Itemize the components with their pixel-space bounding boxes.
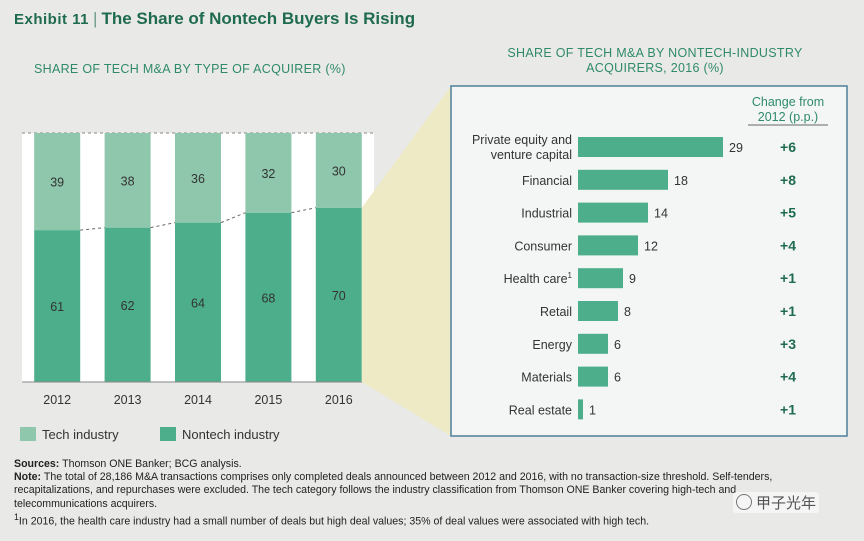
x-tick-2016: 2016 [325, 393, 353, 407]
change-energy: +3 [780, 336, 796, 352]
category-retail: Retail [540, 305, 572, 319]
value-retail: 8 [624, 305, 631, 319]
category-private-equity-and-venture-capital-line1: Private equity and [472, 133, 572, 147]
hbar-materials [578, 366, 608, 387]
value-industrial: 14 [654, 207, 668, 221]
change-private-equity-and-venture-capital: +6 [780, 139, 796, 155]
category-financial: Financial [522, 174, 572, 188]
label-nontech-2013: 62 [121, 299, 135, 313]
change-header-line2: 2012 (p.p.) [758, 110, 818, 124]
label-tech-2016: 30 [332, 164, 346, 178]
change-retail: +1 [780, 303, 796, 319]
title-separator: | [93, 9, 98, 28]
category-real-estate: Real estate [509, 403, 572, 417]
hbar-financial [578, 169, 668, 190]
stacked-bar-chart: 39 61 2012 38 62 2013 36 64 2014 32 68 2015 30 70 2016 [22, 132, 374, 407]
legend-label-nontech: Nontech industry [182, 427, 280, 442]
hbar-industrial [578, 202, 648, 223]
callout-wedge [361, 86, 451, 436]
bar-nontech-2015 [245, 212, 292, 382]
category-materials: Materials [521, 371, 572, 385]
right-chart-title: SHARE OF TECH M&A BY NONTECH-INDUSTRY AC… [507, 46, 803, 75]
sources-line: Sources: Thomson ONE Banker; BCG analysi… [14, 458, 784, 471]
bar-tech-2014 [175, 133, 221, 223]
x-tick-2013: 2013 [114, 393, 142, 407]
category-consumer: Consumer [514, 239, 572, 253]
label-nontech-2014: 64 [191, 296, 205, 310]
footnote-text: In 2016, the health care industry had a … [18, 515, 650, 528]
x-tick-2014: 2014 [184, 393, 212, 407]
value-private-equity-and-venture-capital: 29 [729, 141, 743, 155]
change-header-line1: Change from [752, 95, 824, 109]
value-energy: 6 [614, 338, 621, 352]
value-financial: 18 [674, 174, 688, 188]
bar-nontech-2014 [175, 222, 221, 382]
change-real-estate: +1 [780, 401, 796, 417]
hbar-retail [578, 301, 618, 321]
notes-block: Sources: Thomson ONE Banker; BCG analysi… [14, 458, 784, 529]
label-tech-2013: 38 [121, 174, 135, 188]
note-line: Note: The total of 28,186 M&A transactio… [14, 471, 784, 511]
watermark: 甲子光年 [733, 492, 820, 513]
label-nontech-2015: 68 [261, 291, 275, 305]
sources-text: Thomson ONE Banker; BCG analysis. [62, 458, 242, 470]
label-nontech-2012: 61 [50, 300, 64, 314]
x-tick-2015: 2015 [254, 393, 282, 407]
change-financial: +8 [780, 172, 796, 188]
legend-swatch-tech [20, 427, 36, 441]
bar-tech-2012 [34, 133, 81, 231]
category-health-care: Health care1 [504, 271, 573, 286]
legend-swatch-nontech [160, 427, 176, 441]
category-industrial: Industrial [521, 207, 572, 221]
bar-nontech-2016 [315, 207, 362, 382]
bar-tech-2015 [245, 133, 292, 213]
footnote-marker: 1 [568, 271, 573, 280]
bar-nontech-2013 [104, 227, 151, 382]
legend-label-tech: Tech industry [42, 427, 119, 442]
nontech-share-trend-line [80, 207, 316, 231]
value-health-care: 9 [629, 272, 636, 286]
change-consumer: +4 [780, 237, 796, 253]
value-real-estate: 1 [589, 403, 596, 417]
note-label: Note: [14, 471, 42, 484]
change-industrial: +5 [780, 205, 796, 221]
category-energy: Energy [532, 338, 572, 352]
bar-tech-2013 [104, 133, 151, 228]
bar-tech-2016 [315, 133, 362, 208]
hbar-health-care [578, 268, 623, 289]
title-text: The Share of Nontech Buyers Is Rising [101, 9, 416, 28]
label-nontech-2016: 70 [332, 289, 346, 303]
hbar-real-estate [578, 399, 583, 420]
change-materials: +4 [780, 369, 796, 385]
value-materials: 6 [614, 371, 621, 385]
footnote-line: 1In 2016, the health care industry had a… [14, 511, 784, 529]
label-tech-2014: 36 [191, 172, 205, 186]
category-private-equity-and-venture-capital-line2: venture capital [491, 148, 572, 162]
label-tech-2012: 39 [50, 176, 64, 190]
legend-nontech: Nontech industry [160, 427, 280, 442]
note-text: The total of 28,186 M&A transactions com… [14, 471, 773, 510]
exhibit-number: Exhibit 11 [14, 11, 90, 28]
wechat-icon [736, 494, 752, 510]
footnote-mark: 1 [14, 511, 19, 522]
sources-label: Sources: [14, 458, 60, 470]
exhibit-title: Exhibit 11 | The Share of Nontech Buyers I… [14, 9, 415, 29]
x-tick-2012: 2012 [43, 393, 71, 407]
left-chart-title: SHARE OF TECH M&A BY TYPE OF ACQUIRER (%… [34, 62, 346, 76]
label-tech-2015: 32 [261, 167, 275, 181]
hbar-private-equity-and-venture-capital [578, 137, 723, 157]
watermark-text: 甲子光年 [756, 495, 817, 512]
legend-tech: Tech industry [20, 427, 119, 442]
value-consumer: 12 [644, 239, 658, 253]
change-health-care: +1 [780, 270, 796, 286]
hbar-energy [578, 333, 608, 354]
bar-nontech-2012 [34, 230, 81, 382]
hbar-consumer [578, 235, 638, 256]
